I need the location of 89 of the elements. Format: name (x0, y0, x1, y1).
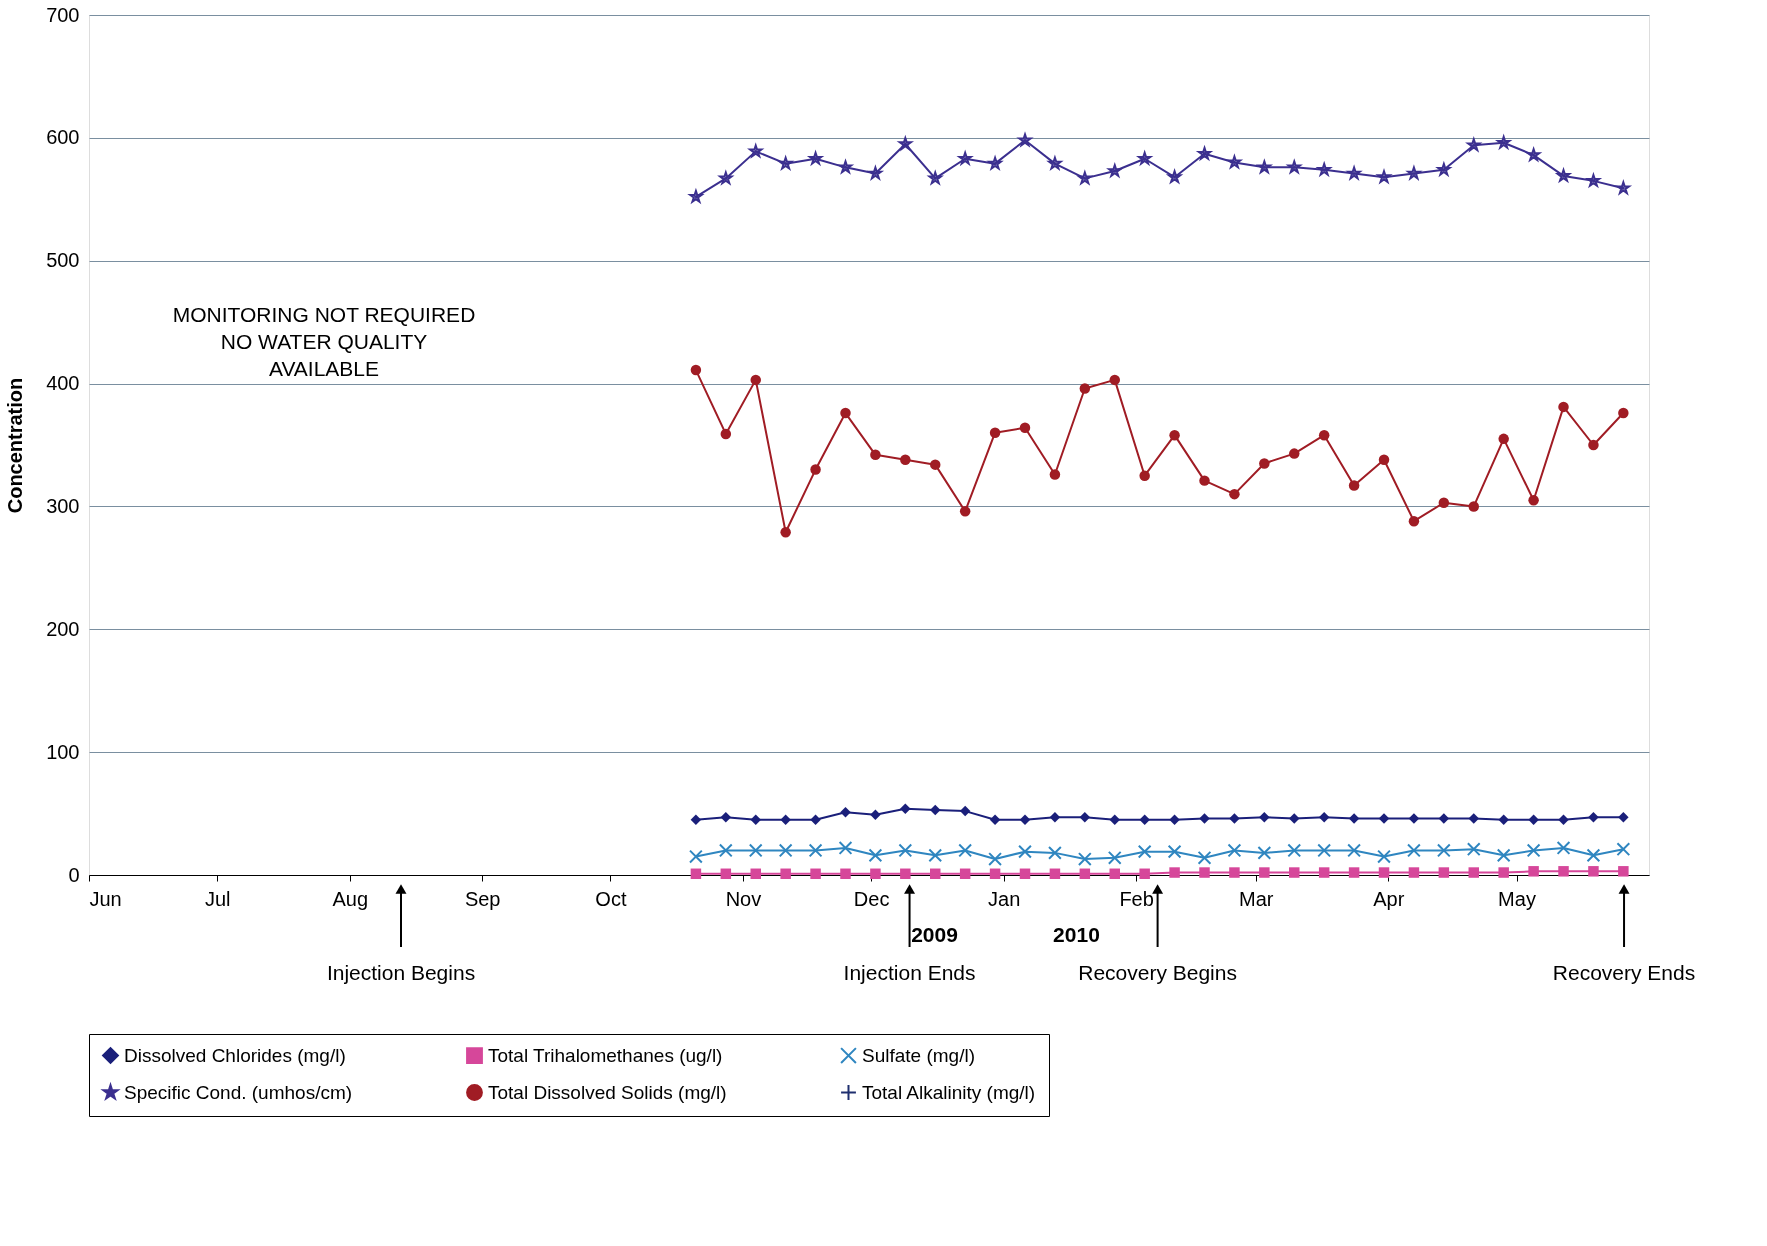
point (1107, 850, 1122, 865)
point (1226, 153, 1243, 170)
point (956, 149, 974, 167)
point (1435, 161, 1453, 178)
annotation: MONITORING NOT REQUIRED NO WATER QUALITY AVAILABLE (172, 303, 476, 380)
point (867, 164, 884, 181)
point (777, 154, 795, 171)
point (1046, 154, 1064, 171)
x-tick-label: Aug (332, 887, 369, 910)
point (1137, 844, 1152, 859)
legend-label: Total Dissolved Solids (mg/l) (488, 1081, 727, 1103)
point (1287, 843, 1302, 858)
text: Recovery Ends (1552, 961, 1696, 984)
point (807, 149, 824, 167)
point (1197, 850, 1212, 865)
point (778, 843, 793, 858)
point (928, 848, 943, 863)
point (1285, 158, 1303, 175)
y-tick-label: 600 (46, 126, 80, 149)
x-tick-label: Mar (1239, 887, 1274, 910)
point (1018, 844, 1032, 859)
y-tick-label: 500 (46, 249, 80, 272)
text: Injection Ends (843, 961, 976, 984)
x-tick-label: May (1498, 887, 1536, 910)
x-tick-label: Feb (1119, 887, 1154, 910)
point (896, 135, 914, 152)
point (1495, 133, 1513, 151)
x-tick-label: Apr (1373, 887, 1405, 910)
x-tick-label: Sep (464, 887, 501, 910)
point (1405, 164, 1423, 181)
point (1345, 164, 1363, 181)
point (1526, 843, 1541, 858)
x-tick-label: Nov (725, 887, 762, 910)
text: Recovery Begins (1078, 961, 1237, 984)
text: 2009 (911, 923, 958, 946)
point (898, 843, 913, 858)
point (718, 843, 733, 858)
point (1076, 169, 1094, 186)
y-tick-label: 0 (68, 863, 80, 886)
point (1496, 848, 1511, 863)
point (1315, 161, 1333, 178)
point (1077, 852, 1092, 866)
point (1106, 162, 1124, 179)
point (1556, 841, 1571, 855)
point (958, 843, 973, 858)
point (1616, 842, 1631, 857)
point (926, 169, 944, 186)
point (1166, 168, 1184, 185)
x-tick-label: Jan (988, 887, 1021, 910)
x-tick-label: Jun (89, 887, 122, 910)
x-tick-label: Jul (204, 887, 231, 910)
legend-label: Total Alkalinity (mg/l) (862, 1081, 1036, 1103)
point (1048, 845, 1062, 860)
point (808, 843, 823, 858)
legend-label: Specific Cond. (umhos/cm) (124, 1081, 353, 1103)
point (988, 852, 1002, 866)
y-tick-label: 300 (46, 494, 80, 517)
point (1465, 136, 1483, 153)
legend-label: Dissolved Chlorides (mg/l) (124, 1044, 346, 1066)
point (1377, 849, 1391, 864)
y-tick-label: 100 (46, 740, 80, 763)
text: 2010 (1053, 923, 1100, 946)
x-tick-label: Oct (595, 887, 627, 910)
point (1347, 843, 1362, 858)
point (868, 848, 883, 863)
y-tick-label: 400 (46, 372, 80, 395)
point (1167, 844, 1182, 859)
text: Injection Begins (326, 961, 476, 984)
point (748, 843, 763, 858)
point (1136, 149, 1154, 167)
legend-label: Sulfate (mg/l) (862, 1044, 975, 1066)
point (1436, 843, 1451, 858)
point (986, 154, 1004, 171)
point (1466, 842, 1481, 857)
legend-label: Total Trihalomethanes (ug/l) (488, 1044, 723, 1066)
point (1257, 845, 1272, 860)
point (1317, 843, 1332, 858)
point (688, 849, 703, 864)
point (1227, 843, 1242, 858)
y-tick-label: 200 (46, 617, 80, 640)
point (838, 841, 853, 855)
point (717, 169, 735, 186)
x-tick-label: Dec (853, 887, 890, 910)
point (1255, 158, 1273, 175)
point (747, 142, 765, 159)
y-tick-label: 700 (46, 3, 80, 26)
y-axis-title: Concentration (4, 377, 27, 514)
point (1586, 848, 1601, 863)
point (1407, 843, 1421, 858)
